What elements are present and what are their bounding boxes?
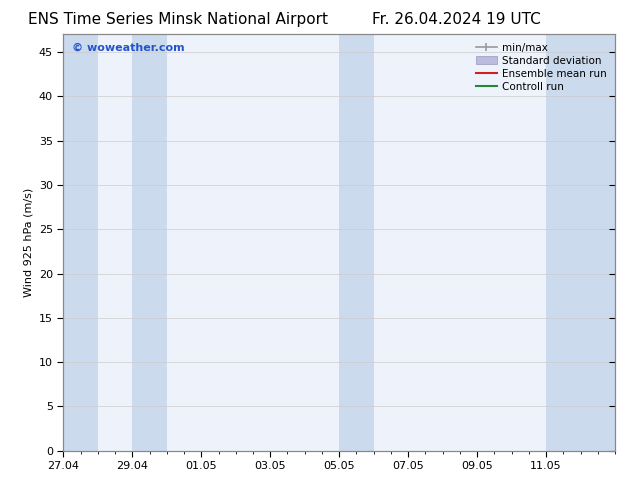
Bar bbox=[63, 34, 98, 451]
Text: © woweather.com: © woweather.com bbox=[72, 43, 184, 52]
Legend: min/max, Standard deviation, Ensemble mean run, Controll run: min/max, Standard deviation, Ensemble me… bbox=[473, 40, 610, 95]
Bar bbox=[339, 34, 373, 451]
Bar bbox=[133, 34, 167, 451]
Text: ENS Time Series Minsk National Airport: ENS Time Series Minsk National Airport bbox=[27, 12, 328, 27]
Y-axis label: Wind 925 hPa (m/s): Wind 925 hPa (m/s) bbox=[23, 188, 34, 297]
Bar bbox=[546, 34, 615, 451]
Text: Fr. 26.04.2024 19 UTC: Fr. 26.04.2024 19 UTC bbox=[372, 12, 541, 27]
